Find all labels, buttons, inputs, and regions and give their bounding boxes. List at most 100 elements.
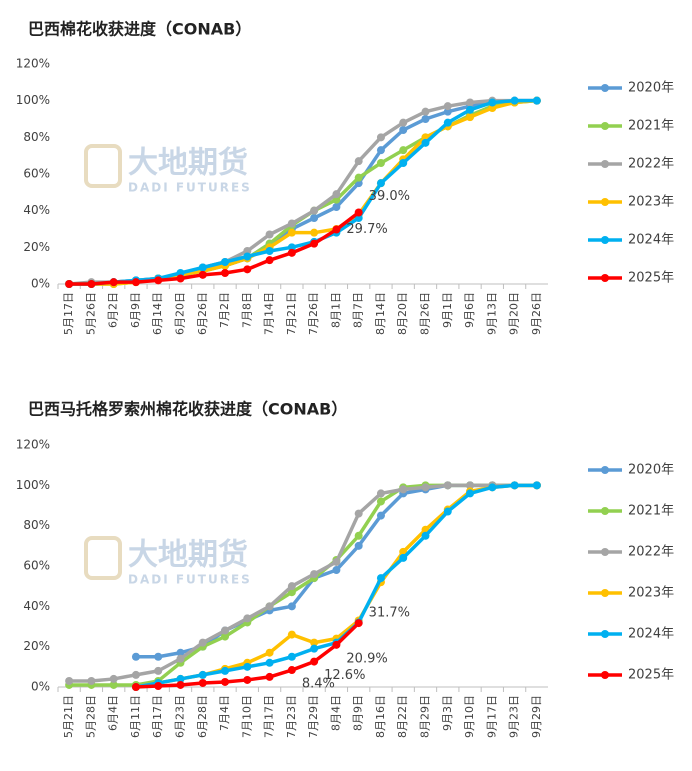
x-tick-label: 7月4日 bbox=[218, 695, 231, 731]
legend-marker bbox=[601, 122, 609, 130]
x-tick-label: 8月20日 bbox=[396, 292, 409, 335]
data-point bbox=[376, 511, 385, 520]
data-point bbox=[154, 652, 163, 661]
y-tick-label: 0% bbox=[31, 277, 50, 291]
x-tick-label: 7月10日 bbox=[240, 695, 253, 738]
data-point bbox=[87, 280, 96, 288]
data-point bbox=[421, 483, 430, 492]
x-tick-label: 8月14日 bbox=[374, 292, 387, 335]
legend-marker bbox=[601, 671, 609, 679]
data-point bbox=[198, 678, 207, 687]
y-tick-label: 40% bbox=[23, 599, 50, 613]
data-point bbox=[310, 239, 319, 248]
data-point bbox=[332, 203, 341, 211]
y-tick-label: 0% bbox=[31, 680, 50, 694]
data-point bbox=[310, 657, 319, 666]
data-point bbox=[221, 632, 230, 641]
data-point bbox=[376, 146, 385, 155]
data-point bbox=[154, 276, 163, 285]
data-point bbox=[109, 674, 118, 683]
x-tick-label: 6月9日 bbox=[129, 292, 142, 328]
legend-label: 2021年 bbox=[628, 504, 674, 519]
data-point bbox=[376, 497, 385, 506]
data-point bbox=[65, 280, 74, 288]
data-point bbox=[265, 247, 274, 255]
data-point bbox=[176, 648, 185, 657]
data-point bbox=[466, 481, 475, 490]
legend-label: 2025年 bbox=[628, 668, 674, 683]
data-point bbox=[221, 258, 230, 266]
legend-label: 2020年 bbox=[628, 81, 674, 96]
data-point bbox=[221, 626, 230, 635]
watermark: 大地期货 bbox=[128, 146, 248, 181]
x-tick-label: 7月14日 bbox=[263, 292, 276, 335]
data-point bbox=[287, 243, 296, 252]
legend-label: 2022年 bbox=[628, 157, 674, 172]
data-point bbox=[332, 190, 341, 199]
data-point bbox=[198, 638, 207, 647]
data-point bbox=[287, 228, 296, 237]
x-tick-label: 8月9日 bbox=[352, 695, 365, 731]
legend-label: 2020年 bbox=[628, 463, 674, 478]
data-point bbox=[65, 676, 74, 685]
legend-label: 2025年 bbox=[628, 271, 674, 286]
data-point bbox=[109, 680, 118, 689]
data-point bbox=[287, 652, 296, 661]
x-tick-label: 9月13日 bbox=[485, 292, 498, 335]
data-point bbox=[421, 138, 430, 147]
data-point bbox=[287, 666, 296, 675]
data-point bbox=[131, 683, 140, 691]
data-point bbox=[466, 105, 475, 114]
data-point bbox=[332, 557, 341, 566]
series-line bbox=[69, 98, 537, 286]
x-tick-label: 8月16日 bbox=[374, 695, 387, 738]
data-point bbox=[176, 680, 185, 689]
legend-label: 2024年 bbox=[628, 233, 674, 248]
data-point bbox=[243, 675, 252, 684]
x-tick-label: 9月23日 bbox=[508, 695, 521, 738]
data-point bbox=[198, 263, 207, 272]
data-label: 29.7% bbox=[346, 222, 387, 237]
series-line bbox=[69, 483, 537, 683]
x-tick-label: 6月20日 bbox=[174, 292, 187, 335]
data-point bbox=[399, 553, 408, 562]
data-point bbox=[443, 118, 452, 127]
data-point bbox=[109, 278, 118, 287]
data-point bbox=[466, 98, 475, 107]
data-point bbox=[221, 666, 230, 675]
data-point bbox=[287, 582, 296, 591]
data-point bbox=[265, 658, 274, 667]
x-tick-label: 8月29日 bbox=[419, 695, 432, 738]
x-tick-label: 9月10日 bbox=[463, 695, 476, 738]
data-point bbox=[532, 96, 541, 105]
legend-label: 2024年 bbox=[628, 627, 674, 642]
data-point bbox=[510, 481, 519, 490]
data-point bbox=[287, 248, 296, 257]
data-point bbox=[354, 541, 363, 550]
data-point bbox=[310, 214, 319, 222]
legend-marker bbox=[601, 630, 609, 638]
x-tick-label: 9月29日 bbox=[530, 695, 543, 738]
data-point bbox=[176, 269, 185, 277]
x-tick-label: 9月26日 bbox=[530, 292, 543, 335]
y-tick-label: 120% bbox=[16, 438, 50, 452]
data-point bbox=[87, 676, 96, 685]
data-point bbox=[376, 179, 385, 188]
y-tick-label: 100% bbox=[16, 93, 50, 107]
data-point bbox=[399, 118, 408, 127]
data-point bbox=[310, 206, 319, 215]
data-label: 39.0% bbox=[369, 189, 410, 204]
watermark-logo bbox=[84, 536, 122, 580]
series-line bbox=[69, 211, 360, 286]
data-point bbox=[421, 107, 430, 116]
legend-marker bbox=[601, 198, 609, 206]
data-point bbox=[510, 96, 519, 105]
legend-label: 2022年 bbox=[628, 545, 674, 560]
data-point bbox=[243, 252, 252, 261]
data-point bbox=[265, 672, 274, 681]
x-tick-label: 9月6日 bbox=[463, 292, 476, 328]
x-tick-label: 8月7日 bbox=[352, 292, 365, 328]
data-point bbox=[221, 269, 230, 277]
x-tick-label: 7月21日 bbox=[285, 292, 298, 335]
data-point bbox=[176, 274, 185, 283]
